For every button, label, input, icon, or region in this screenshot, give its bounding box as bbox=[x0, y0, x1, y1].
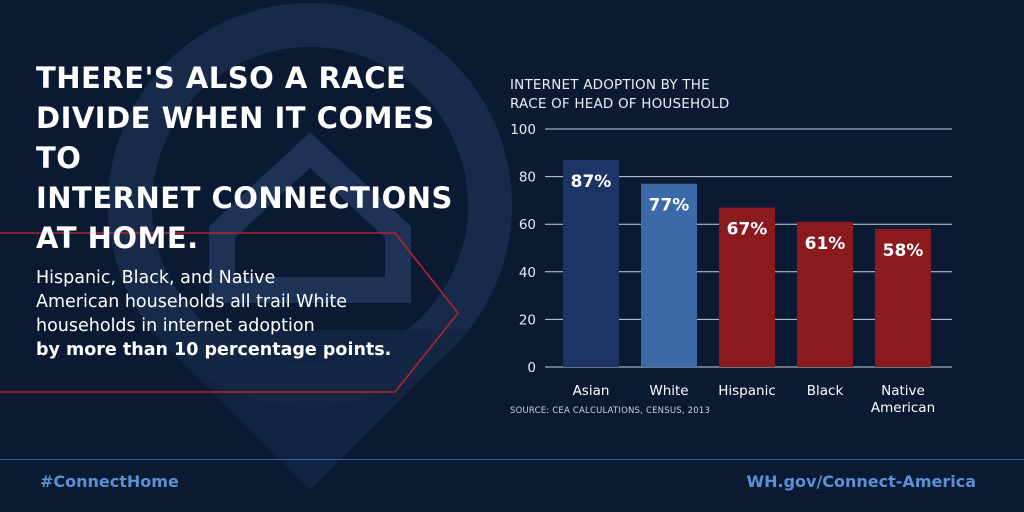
y-tick-label: 0 bbox=[527, 360, 536, 376]
headline-line: DIVIDE WHEN IT COMES TO bbox=[36, 101, 435, 175]
x-tick-label: Hispanic bbox=[718, 383, 776, 399]
bar-value-label: 58% bbox=[883, 241, 924, 261]
chart-title-line: INTERNET ADOPTION BY THE bbox=[510, 77, 710, 93]
bar-value-label: 87% bbox=[571, 172, 612, 192]
body-line: Hispanic, Black, and Native bbox=[36, 268, 276, 288]
x-tick-label: American bbox=[871, 400, 935, 415]
headline-line: AT HOME. bbox=[36, 221, 199, 255]
y-tick-label: 40 bbox=[519, 265, 536, 281]
bar bbox=[563, 159, 619, 367]
bar bbox=[719, 207, 775, 367]
bar-chart: 0 20 40 60 80 100 87% Asian 77% White 67% Hispanic 6… bbox=[510, 122, 952, 415]
y-tick-label: 60 bbox=[519, 217, 536, 233]
bar-value-label: 67% bbox=[727, 220, 768, 240]
footer-site-link[interactable]: WH.gov/Connect-America bbox=[746, 472, 976, 491]
bar-value-label: 77% bbox=[649, 196, 690, 216]
body-text: Hispanic, Black, and Native American hou… bbox=[36, 266, 456, 362]
callout-arrow-outline bbox=[0, 232, 460, 393]
house-icon bbox=[209, 132, 411, 303]
chart-title-line: RACE OF HEAD OF HOUSEHOLD bbox=[510, 96, 730, 112]
x-tick-label: Black bbox=[807, 383, 844, 399]
x-tick-label: Native bbox=[881, 383, 925, 399]
headline: THERE'S ALSO A RACE DIVIDE WHEN IT COMES… bbox=[36, 58, 476, 258]
x-tick-label: White bbox=[649, 383, 688, 399]
body-line: American households all trail White bbox=[36, 292, 348, 312]
bar bbox=[875, 228, 931, 367]
y-tick-label: 100 bbox=[510, 122, 536, 138]
footer-hashtag[interactable]: #ConnectHome bbox=[40, 472, 179, 491]
headline-line: THERE'S ALSO A RACE bbox=[36, 61, 407, 95]
bar bbox=[797, 221, 853, 367]
headline-line: INTERNET CONNECTIONS bbox=[36, 181, 453, 215]
chart-title: INTERNET ADOPTION BY THE RACE OF HEAD OF… bbox=[510, 76, 730, 114]
body-emphasis: by more than 10 percentage points. bbox=[36, 340, 392, 360]
body-line: households in internet adoption bbox=[36, 316, 315, 336]
y-tick-label: 20 bbox=[519, 312, 536, 328]
chart-source: SOURCE: CEA CALCULATIONS, CENSUS, 2013 bbox=[510, 406, 711, 416]
bar-value-label: 61% bbox=[805, 234, 846, 254]
footer-divider bbox=[0, 459, 1024, 460]
y-tick-label: 80 bbox=[519, 170, 536, 186]
x-tick-label: Asian bbox=[573, 383, 610, 399]
bar bbox=[641, 183, 697, 367]
